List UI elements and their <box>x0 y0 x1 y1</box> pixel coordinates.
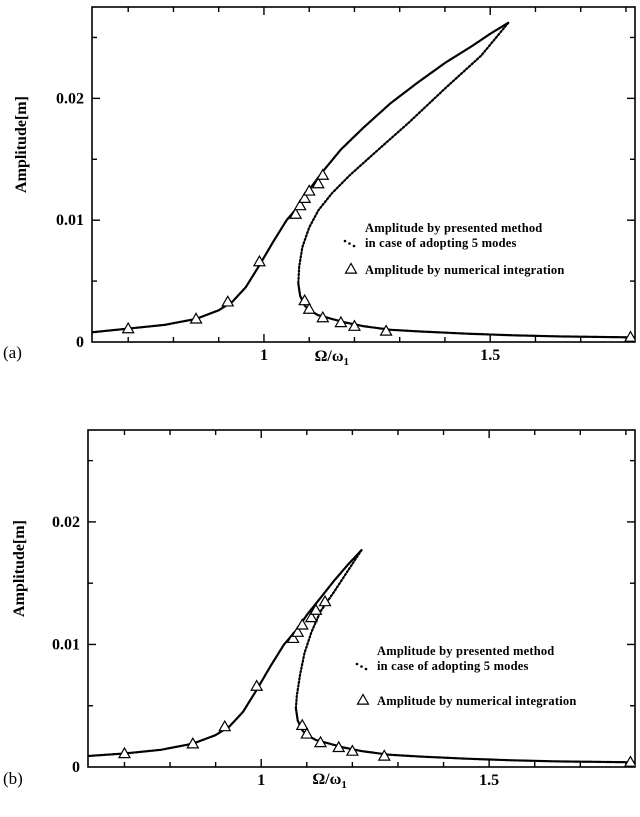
plot-area <box>92 21 635 342</box>
triangle-marker <box>289 207 303 219</box>
triangle-marker <box>298 293 312 306</box>
triangle-marker <box>345 744 359 756</box>
triangle-marker <box>295 618 309 630</box>
x-axis-title: Ω/ω1 <box>312 771 346 791</box>
y-tick-label: 0.01 <box>56 212 84 229</box>
y-tick-label: 0.01 <box>52 636 80 653</box>
triangle-marker <box>347 319 361 331</box>
triangle-marker <box>293 198 307 211</box>
triangle-marker <box>377 749 391 761</box>
series-line-lower-branch <box>297 282 635 339</box>
triangle-marker <box>309 603 323 615</box>
plot-frame <box>87 429 636 768</box>
series-line-upper-branch <box>88 548 363 758</box>
triangle-marker <box>189 312 203 324</box>
legend-label-method-line2: in case of adopting 5 modes <box>377 659 529 673</box>
y-axis-title: Amplitude[m] <box>11 520 28 617</box>
triangle-marker <box>286 631 300 644</box>
y-tick-label: 0 <box>72 759 80 776</box>
triangle-marker <box>316 310 330 323</box>
y-tick-label: 0 <box>76 334 84 351</box>
legend-dots-marker <box>360 665 363 668</box>
triangle-marker <box>311 176 325 189</box>
panel-label: (a) <box>3 343 22 362</box>
triangle-marker <box>332 740 346 753</box>
legend-dots-marker <box>355 662 359 666</box>
triangle-marker <box>623 755 635 767</box>
legend-triangle-marker <box>356 693 370 705</box>
legend-dots-marker <box>364 667 368 671</box>
legend-label-numerical: Amplitude by numerical integration <box>365 263 565 277</box>
series-line-unstable-branch <box>297 21 510 285</box>
triangle-marker <box>298 191 312 203</box>
triangle-marker <box>221 295 235 307</box>
triangle-marker <box>313 735 328 748</box>
series-line-lower-branch <box>294 707 635 764</box>
x-tick-label: 1.5 <box>480 347 500 364</box>
triangle-marker <box>295 718 309 731</box>
y-tick-label: 0.02 <box>56 90 84 107</box>
triangle-marker <box>121 321 135 334</box>
x-axis-title: Ω/ω1 <box>315 348 349 368</box>
legend-dots-marker <box>348 242 351 245</box>
legend-triangle-marker <box>344 262 358 274</box>
plot-area <box>88 548 635 767</box>
chart-panel-a: 1 1.5 0 0.01 0.02 Ω/ω1 Amplitude[m] (a) Amplitud… <box>3 6 636 368</box>
triangle-marker <box>302 302 316 314</box>
triangle-marker <box>316 168 330 180</box>
y-tick-label: 0.02 <box>52 514 80 531</box>
x-tick-label: 1 <box>260 347 268 364</box>
chart-panel-b: 1 1.5 0 0.01 0.02 Ω/ω1 Amplitude[m] (b) Amplitud… <box>3 429 636 791</box>
series-line-unstable-branch <box>294 548 363 710</box>
legend-dots-marker <box>352 244 356 248</box>
triangle-marker <box>623 330 635 342</box>
triangle-marker <box>300 727 314 739</box>
triangle-marker <box>304 610 318 623</box>
y-axis-title: Amplitude[m] <box>13 96 30 193</box>
series-line-upper-branch <box>92 21 510 334</box>
triangle-marker <box>334 315 348 328</box>
triangle-marker <box>252 254 266 267</box>
triangle-marker <box>318 594 332 607</box>
triangle-marker <box>250 679 264 691</box>
x-tick-label: 1 <box>257 772 265 789</box>
triangle-marker <box>117 746 132 759</box>
triangle-marker <box>291 625 305 637</box>
triangle-marker <box>302 184 316 196</box>
plot-frame <box>91 6 636 343</box>
panel-label: (b) <box>3 769 23 788</box>
legend-label-method-line2: in case of adopting 5 modes <box>365 236 517 250</box>
legend-label-numerical: Amplitude by numerical integration <box>377 694 577 708</box>
triangle-marker <box>218 719 232 732</box>
triangle-marker <box>379 324 393 336</box>
x-tick-label: 1.5 <box>479 772 499 789</box>
triangle-marker <box>186 737 200 749</box>
legend-label-method-line1: Amplitude by presented method <box>377 644 554 658</box>
legend-dots-marker <box>343 239 347 243</box>
legend-label-method-line1: Amplitude by presented method <box>365 221 542 235</box>
